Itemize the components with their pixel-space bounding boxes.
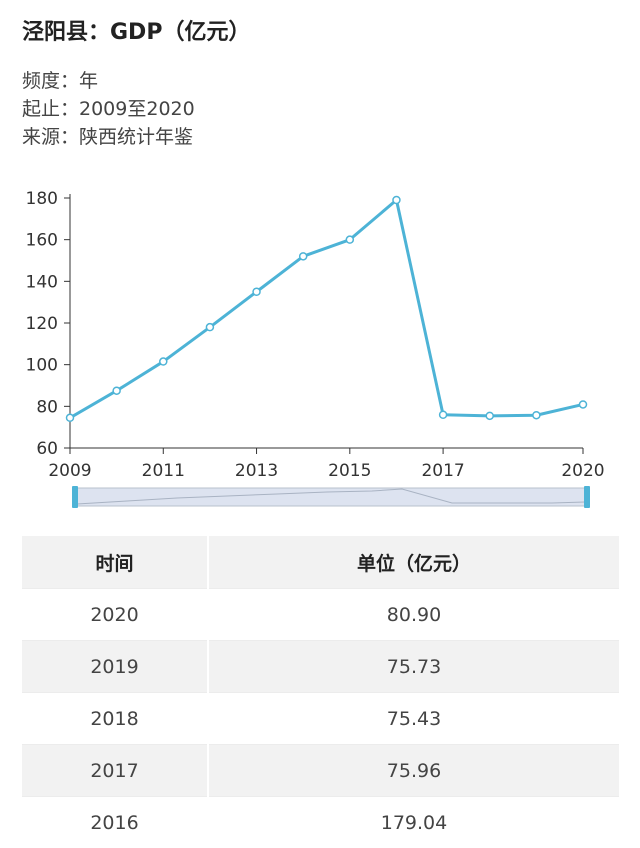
y-tick-label: 180 — [26, 189, 58, 209]
slider-left-handle[interactable] — [72, 486, 78, 508]
data-point — [580, 401, 587, 408]
table-row: 2018 75.43 — [22, 693, 619, 745]
y-tick-label: 140 — [26, 272, 58, 292]
table-header-row: 时间 单位（亿元） — [22, 536, 619, 589]
y-tick-label: 120 — [26, 314, 58, 334]
table-row: 2017 75.96 — [22, 745, 619, 797]
cell-value: 179.04 — [208, 797, 619, 848]
data-point — [346, 236, 353, 243]
source-label: 来源：陕西统计年鉴 — [22, 122, 193, 149]
x-tick-label: 2015 — [328, 461, 371, 480]
cell-value: 75.73 — [208, 641, 619, 693]
page-title: 泾阳县：GDP（亿元） — [22, 14, 250, 46]
zoom-slider[interactable] — [72, 486, 590, 508]
data-point — [440, 411, 447, 418]
cell-year: 2019 — [22, 641, 208, 693]
cell-year: 2018 — [22, 693, 208, 745]
data-table: 时间 单位（亿元） 2020 80.90 2019 75.73 2018 75.… — [22, 536, 619, 848]
frequency-label: 频度：年 — [22, 66, 98, 93]
x-tick-label: 2017 — [421, 461, 464, 480]
slider-right-handle[interactable] — [584, 486, 590, 508]
data-point — [253, 288, 260, 295]
y-tick-label: 100 — [26, 356, 58, 376]
data-point — [67, 414, 74, 421]
cell-value: 75.43 — [208, 693, 619, 745]
date-range-label: 起止：2009至2020 — [22, 94, 195, 121]
data-point — [300, 253, 307, 260]
data-point — [160, 358, 167, 365]
x-tick-label: 2020 — [561, 461, 604, 480]
data-point — [393, 197, 400, 204]
data-point — [206, 324, 213, 331]
cell-year: 2016 — [22, 797, 208, 848]
y-tick-label: 60 — [36, 439, 58, 459]
x-tick-label: 2011 — [142, 461, 185, 480]
y-tick-label: 160 — [26, 231, 58, 251]
table-row: 2019 75.73 — [22, 641, 619, 693]
cell-value: 80.90 — [208, 589, 619, 641]
header-time: 时间 — [22, 536, 208, 589]
cell-year: 2020 — [22, 589, 208, 641]
x-tick-label: 2009 — [48, 461, 91, 480]
y-tick-label: 80 — [36, 397, 58, 417]
table-row: 2016 179.04 — [22, 797, 619, 848]
data-point — [486, 412, 493, 419]
gdp-line-chart: 60 80 100 120 140 160 180 2009 2011 2013 2015 2017 2… — [0, 180, 640, 480]
data-point — [113, 387, 120, 394]
x-tick-label: 2013 — [235, 461, 278, 480]
series-line — [70, 200, 583, 418]
cell-year: 2017 — [22, 745, 208, 797]
cell-value: 75.96 — [208, 745, 619, 797]
table-row: 2020 80.90 — [22, 589, 619, 641]
header-unit: 单位（亿元） — [208, 536, 619, 589]
data-point — [533, 412, 540, 419]
